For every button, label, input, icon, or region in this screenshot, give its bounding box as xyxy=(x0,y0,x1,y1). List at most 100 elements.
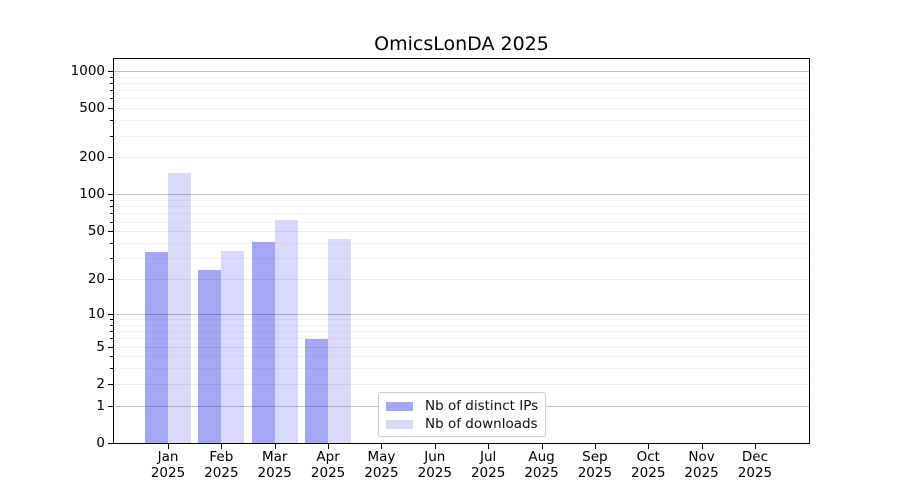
y-tick-mark xyxy=(108,70,113,72)
y-gridline xyxy=(114,313,809,315)
y-gridline-minor xyxy=(114,356,809,358)
x-tick-year: 2025 xyxy=(257,465,292,481)
y-minor-tick-mark xyxy=(110,82,113,84)
y-gridline xyxy=(114,346,809,348)
y-gridline xyxy=(114,157,809,159)
y-tick-label: 500 xyxy=(79,100,105,117)
y-minor-tick-mark xyxy=(110,368,113,370)
legend-swatch-downloads xyxy=(386,419,413,429)
x-tick-month: Oct xyxy=(636,449,660,465)
y-gridline-minor xyxy=(114,200,809,202)
x-tick-mark xyxy=(168,444,169,449)
bar-downloads xyxy=(221,250,245,444)
x-tick-label: Dec 2025 xyxy=(728,449,782,481)
x-tick-label: Jan 2025 xyxy=(141,449,195,481)
x-tick-year: 2025 xyxy=(204,465,239,481)
x-tick-label: Oct 2025 xyxy=(621,449,675,481)
x-tick-month: Mar xyxy=(261,449,288,465)
x-tick-month: Jan xyxy=(157,449,179,465)
y-tick-label: 20 xyxy=(87,271,105,288)
x-tick-label: Sep 2025 xyxy=(568,449,622,481)
y-gridline-minor xyxy=(114,98,809,100)
x-tick-year: 2025 xyxy=(364,465,399,481)
y-gridline-minor xyxy=(114,135,809,137)
x-tick-label: Feb 2025 xyxy=(194,449,248,481)
x-tick-mark xyxy=(594,444,596,449)
x-tick-month: Jun xyxy=(424,449,446,465)
x-tick-mark xyxy=(434,444,436,449)
y-minor-tick-mark xyxy=(110,356,113,358)
x-tick-year: 2025 xyxy=(737,465,773,481)
legend-swatch-distinct-ips xyxy=(386,401,413,411)
y-tick-label: 100 xyxy=(79,186,105,203)
y-gridline-minor xyxy=(114,90,809,92)
bar-distinct-ips xyxy=(198,270,222,444)
x-tick-year: 2025 xyxy=(631,465,666,481)
x-tick-month: Apr xyxy=(316,449,340,465)
x-tick-year: 2025 xyxy=(524,465,559,481)
y-tick-label: 10 xyxy=(87,305,105,322)
y-tick-mark xyxy=(108,194,113,196)
x-tick-year: 2025 xyxy=(417,465,452,481)
x-tick-label: Jul 2025 xyxy=(461,449,515,481)
y-minor-tick-mark xyxy=(110,338,113,340)
y-gridline-minor xyxy=(114,258,809,260)
x-tick-year: 2025 xyxy=(150,465,186,481)
y-gridline xyxy=(114,108,809,110)
y-gridline-minor xyxy=(114,221,809,223)
bar-distinct-ips xyxy=(145,252,168,444)
y-gridline-minor xyxy=(114,213,809,215)
y-tick-label: 1 xyxy=(96,397,105,414)
legend-item-distinct-ips: Nb of distinct IPs xyxy=(386,398,545,414)
x-tick-mark xyxy=(274,444,276,449)
x-tick-label: Nov 2025 xyxy=(675,449,729,481)
x-tick-mark xyxy=(754,444,756,449)
x-tick-label: May 2025 xyxy=(354,449,408,481)
y-tick-mark xyxy=(108,443,113,444)
legend-label-distinct-ips: Nb of distinct IPs xyxy=(425,398,539,414)
y-gridline-minor xyxy=(114,76,809,78)
y-gridline-minor xyxy=(114,82,809,84)
y-minor-tick-mark xyxy=(110,213,113,215)
x-tick-mark xyxy=(381,444,383,449)
x-tick-label: Mar 2025 xyxy=(248,449,302,481)
y-tick-mark xyxy=(108,157,113,159)
y-tick-mark xyxy=(108,383,113,385)
y-tick-mark xyxy=(108,313,113,315)
y-tick-label: 50 xyxy=(87,223,105,240)
x-tick-month: Nov xyxy=(688,449,715,465)
y-gridline-minor xyxy=(114,319,809,320)
x-tick-label: Apr 2025 xyxy=(301,449,355,481)
legend: Nb of distinct IPs Nb of downloads xyxy=(378,392,546,437)
y-minor-tick-mark xyxy=(110,98,113,100)
y-gridline xyxy=(114,194,809,196)
y-minor-tick-mark xyxy=(110,90,113,92)
y-minor-tick-mark xyxy=(110,243,113,244)
x-tick-month: Aug xyxy=(528,449,555,465)
y-minor-tick-mark xyxy=(110,319,113,320)
y-minor-tick-mark xyxy=(110,221,113,223)
y-minor-tick-mark xyxy=(110,331,113,333)
y-gridline-minor xyxy=(114,331,809,333)
y-minor-tick-mark xyxy=(110,120,113,122)
y-minor-tick-mark xyxy=(110,135,113,137)
y-tick-mark xyxy=(108,405,113,407)
y-gridline xyxy=(114,70,809,72)
y-gridline xyxy=(114,231,809,233)
x-tick-month: Sep xyxy=(582,449,608,465)
y-tick-label: 1000 xyxy=(70,62,105,79)
x-tick-label: Aug 2025 xyxy=(515,449,569,481)
y-gridline-minor xyxy=(114,243,809,244)
y-gridline-minor xyxy=(114,338,809,340)
y-tick-label: 2 xyxy=(96,375,105,392)
x-tick-mark xyxy=(541,444,543,449)
x-tick-month: Feb xyxy=(209,449,234,465)
x-tick-year: 2025 xyxy=(684,465,719,481)
x-tick-mark xyxy=(701,444,703,449)
y-minor-tick-mark xyxy=(110,200,113,202)
y-gridline xyxy=(114,383,809,385)
x-tick-month: Dec xyxy=(741,449,769,465)
plot-area xyxy=(113,58,810,444)
y-tick-mark xyxy=(108,231,113,233)
